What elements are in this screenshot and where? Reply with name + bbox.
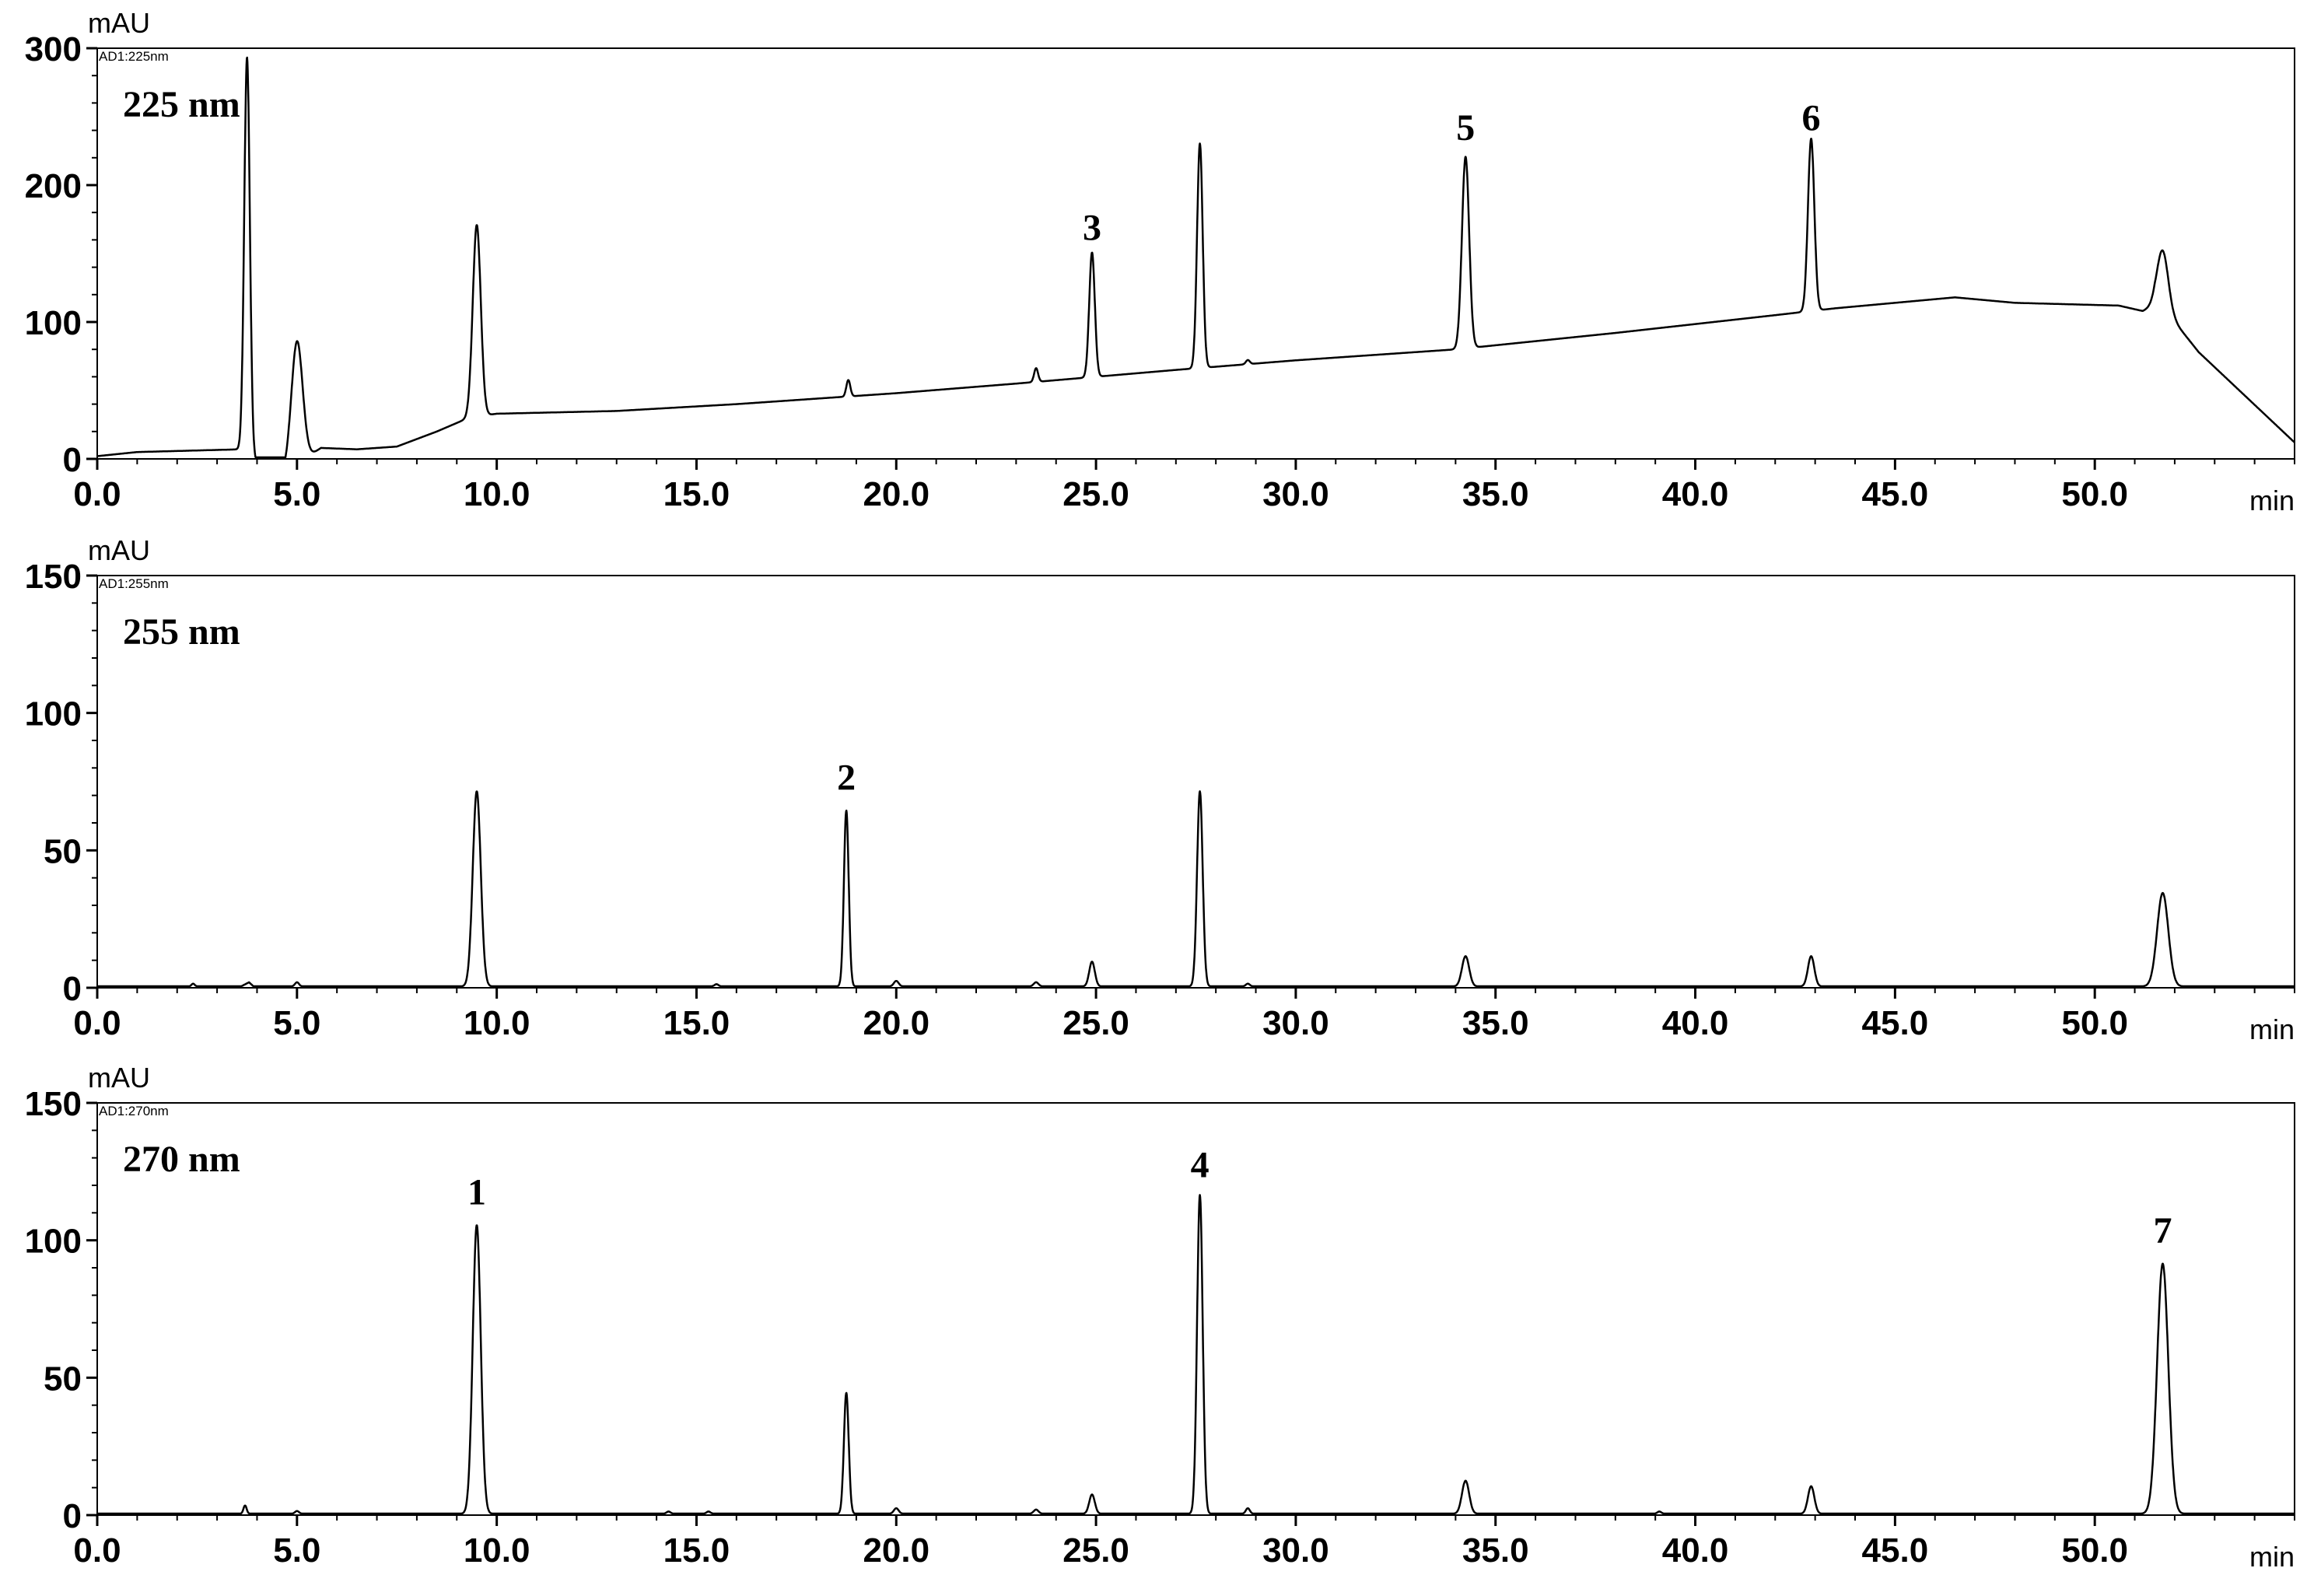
peak-number-label: 1 bbox=[467, 1172, 486, 1213]
y-tick-label: 100 bbox=[25, 695, 82, 733]
chromatogram-panel: 0 100 200 300 0.0 5.0 10.0 15.0 20.0 25.0 30.0 35.0… bbox=[25, 7, 2295, 516]
channel-label: AD1:225nm bbox=[99, 49, 169, 64]
plot-frame bbox=[96, 575, 2295, 989]
y-tick-label: 50 bbox=[44, 832, 82, 870]
peak-number-label: 5 bbox=[1456, 107, 1475, 149]
x-tick-label: 5.0 bbox=[273, 1004, 320, 1042]
channel-label: AD1:255nm bbox=[99, 576, 169, 591]
x-tick-label: 20.0 bbox=[863, 1531, 929, 1570]
y-tick-label: 200 bbox=[25, 167, 82, 205]
plot-frame bbox=[96, 47, 2295, 460]
x-tick-label: 25.0 bbox=[1062, 1531, 1129, 1570]
x-tick-label: 10.0 bbox=[464, 475, 530, 513]
y-tick-label: 100 bbox=[25, 304, 82, 342]
y-axis-unit: mAU bbox=[88, 1062, 150, 1094]
x-tick-label: 5.0 bbox=[273, 1531, 320, 1570]
chromatogram-trace bbox=[96, 790, 2295, 988]
x-tick-label: 30.0 bbox=[1262, 1004, 1329, 1042]
panel-title: 225 nm bbox=[123, 84, 240, 125]
chromatogram-panel: 0 50 100 150 0.0 5.0 10.0 15.0 20.0 25.0 30.0 35.0 4… bbox=[25, 534, 2295, 1045]
x-tick-label: 50.0 bbox=[2061, 475, 2128, 513]
y-axis-unit: mAU bbox=[88, 7, 150, 39]
x-tick-label: 50.0 bbox=[2061, 1531, 2128, 1570]
x-tick-label: 40.0 bbox=[1662, 1004, 1729, 1042]
x-axis-unit: min bbox=[2249, 1541, 2295, 1573]
x-tick-label: 35.0 bbox=[1462, 1531, 1529, 1570]
peak-number-label: 7 bbox=[2154, 1210, 2172, 1251]
panel-title: 255 nm bbox=[123, 611, 240, 653]
x-tick-label: 0.0 bbox=[73, 475, 121, 513]
chromatogram-panel: 0 50 100 150 0.0 5.0 10.0 15.0 20.0 25.0 30.0 35.0 4… bbox=[25, 1062, 2295, 1573]
x-tick-label: 40.0 bbox=[1662, 1531, 1729, 1570]
x-tick-label: 20.0 bbox=[863, 475, 929, 513]
x-tick-label: 10.0 bbox=[464, 1004, 530, 1042]
x-tick-label: 5.0 bbox=[273, 475, 320, 513]
x-tick-label: 15.0 bbox=[663, 1004, 730, 1042]
y-tick-label: 100 bbox=[25, 1223, 82, 1261]
panel-title: 270 nm bbox=[123, 1139, 240, 1180]
y-tick-label: 150 bbox=[25, 1085, 82, 1123]
x-tick-label: 0.0 bbox=[73, 1004, 121, 1042]
x-tick-label: 35.0 bbox=[1462, 1004, 1529, 1042]
x-axis-unit: min bbox=[2249, 485, 2295, 516]
y-tick-label: 0 bbox=[63, 970, 82, 1008]
x-tick-label: 30.0 bbox=[1262, 475, 1329, 513]
x-tick-label: 15.0 bbox=[663, 1531, 730, 1570]
x-tick-label: 45.0 bbox=[1862, 475, 1929, 513]
x-tick-label: 0.0 bbox=[73, 1531, 121, 1570]
x-tick-label: 30.0 bbox=[1262, 1531, 1329, 1570]
x-tick-label: 45.0 bbox=[1862, 1004, 1929, 1042]
y-tick-label: 150 bbox=[25, 558, 82, 596]
x-tick-label: 20.0 bbox=[863, 1004, 929, 1042]
peak-number-label: 3 bbox=[1083, 207, 1101, 248]
plot-frame bbox=[96, 1102, 2295, 1516]
y-tick-label: 50 bbox=[44, 1360, 82, 1398]
y-tick-label: 0 bbox=[63, 1497, 82, 1535]
x-tick-label: 50.0 bbox=[2061, 1004, 2128, 1042]
x-axis-unit: min bbox=[2249, 1013, 2295, 1045]
x-tick-label: 25.0 bbox=[1062, 1004, 1129, 1042]
peak-number-label: 6 bbox=[1802, 98, 1821, 139]
x-tick-label: 10.0 bbox=[464, 1531, 530, 1570]
y-tick-label: 0 bbox=[63, 441, 82, 479]
x-tick-label: 15.0 bbox=[663, 475, 730, 513]
peak-number-label: 2 bbox=[837, 758, 856, 799]
y-axis-unit: mAU bbox=[88, 534, 150, 566]
x-tick-label: 35.0 bbox=[1462, 475, 1529, 513]
x-tick-label: 40.0 bbox=[1662, 475, 1729, 513]
x-tick-label: 25.0 bbox=[1062, 475, 1129, 513]
x-tick-label: 45.0 bbox=[1862, 1531, 1929, 1570]
peak-number-label: 4 bbox=[1191, 1144, 1210, 1185]
y-tick-label: 300 bbox=[25, 30, 82, 68]
chromatogram-trace bbox=[96, 1194, 2295, 1515]
channel-label: AD1:270nm bbox=[99, 1104, 169, 1118]
chromatogram-trace bbox=[96, 56, 2295, 459]
